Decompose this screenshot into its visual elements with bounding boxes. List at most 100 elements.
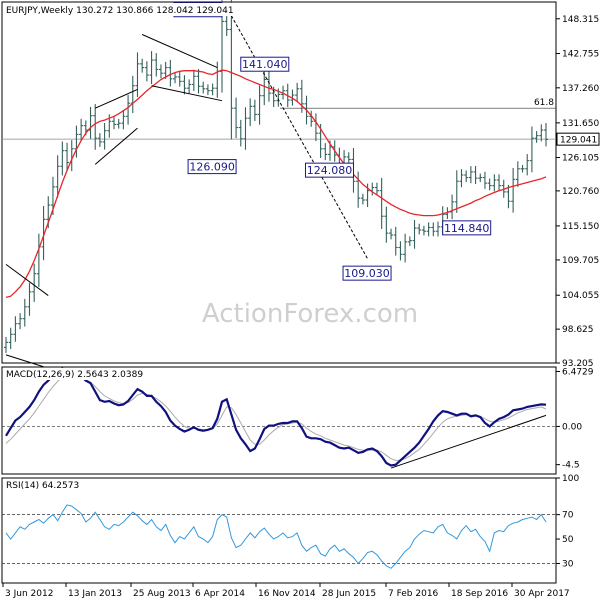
price-bar (487, 178, 492, 191)
price-bar (97, 133, 102, 147)
macd-y-tick-label: -4.5 (562, 461, 580, 471)
price-bar (257, 85, 262, 125)
rsi-y-tick-label: 30 (562, 559, 574, 569)
price-bar (18, 313, 23, 330)
price-bar (238, 119, 243, 147)
price-bar (36, 233, 41, 287)
price-bar (398, 241, 403, 261)
price-bar (323, 143, 328, 161)
macd-y-tick-label: 0.00 (562, 422, 582, 432)
price-bar (313, 113, 318, 142)
price-annotation-label: 109.030 (344, 267, 390, 280)
x-tick-label: 18 Sep 2016 (451, 589, 508, 599)
x-tick-label: 30 Apr 2017 (514, 589, 570, 599)
price-header-bg (3, 3, 255, 16)
price-bar (417, 223, 422, 235)
price-y-tick-label: 137.260 (562, 84, 599, 94)
x-tick-label: 28 Jun 2015 (322, 589, 376, 599)
rsi-line (5, 504, 547, 569)
price-annotation-label: 141.040 (242, 58, 288, 71)
macd-line (5, 367, 547, 467)
trendline (5, 263, 49, 296)
macd-panel-frame (1, 366, 557, 475)
x-tick-label: 6 Apr 2014 (195, 589, 245, 599)
price-bar (464, 170, 469, 183)
price-bar (173, 72, 178, 84)
price-bar (299, 79, 304, 113)
price-bar (168, 59, 173, 87)
price-bar (158, 64, 163, 79)
price-bar (379, 177, 384, 229)
price-annotation-label: 124.080 (307, 164, 353, 177)
price-bar (492, 174, 497, 192)
price-bar (346, 152, 351, 165)
price-bar (154, 53, 159, 77)
price-bar (421, 225, 426, 236)
price-bar (116, 118, 121, 129)
price-bar (436, 221, 440, 237)
price-bar (482, 171, 487, 189)
price-bar (191, 69, 196, 92)
rsi-y-tick-label: 100 (562, 474, 579, 484)
x-tick-label: 13 Jan 2013 (68, 589, 122, 599)
price-annotation-box (442, 220, 492, 236)
watermark: ActionForex.com (202, 299, 418, 329)
price-bar (511, 167, 516, 213)
price-bar (450, 194, 455, 220)
price-annotation-box (187, 159, 237, 175)
price-bar (473, 165, 478, 185)
price-bar (468, 166, 473, 184)
price-bar (55, 155, 60, 198)
trendline (95, 88, 138, 109)
rsi-header-text: RSI(14) 64.2573 (6, 481, 79, 491)
price-bar (210, 83, 215, 96)
price-panel-frame (1, 1, 557, 364)
price-bar (229, 0, 234, 140)
price-bar (224, 14, 229, 37)
rsi-y-tick-label: 70 (562, 511, 574, 521)
macd-y-tick-label: 6.4729 (562, 367, 594, 377)
price-bar (149, 51, 154, 85)
price-bar (8, 327, 13, 350)
price-bar (4, 336, 8, 353)
price-header-text: EURJPY,Weekly 130.272 130.866 128.042 12… (6, 6, 234, 16)
price-bar (243, 107, 248, 150)
dashed-trendline (230, 15, 369, 259)
price-bar (384, 206, 389, 243)
price-bar (360, 193, 365, 205)
fib-level-label: 61.8 (534, 98, 554, 108)
price-bar (534, 131, 539, 143)
price-bar (407, 236, 412, 247)
price-bar (295, 82, 300, 102)
price-y-tick-label: 120.760 (562, 187, 599, 197)
price-bar (201, 81, 206, 94)
price-annotation-label: 126.090 (189, 161, 235, 174)
price-bar (374, 182, 379, 196)
price-bar (520, 165, 525, 173)
price-y-tick-label: 142.755 (562, 50, 599, 60)
price-annotation-box (342, 265, 392, 281)
price-bar (60, 141, 65, 176)
x-tick-label: 3 Jun 2012 (5, 589, 53, 599)
macd-header-bg (3, 368, 155, 380)
price-annotation-box (240, 56, 290, 72)
price-bar (454, 170, 459, 213)
price-bar (356, 171, 361, 208)
price-bar (79, 118, 84, 142)
price-bar (389, 228, 394, 240)
price-bar (403, 233, 408, 263)
price-bar (431, 222, 436, 237)
x-tick-label: 7 Feb 2016 (388, 589, 439, 599)
price-bar (177, 71, 182, 87)
price-bar (27, 282, 32, 316)
trendline (141, 34, 218, 69)
price-bar (478, 173, 483, 183)
last-price-box (556, 132, 600, 146)
price-annotation-label: 114.840 (444, 222, 490, 235)
price-bar (266, 70, 271, 102)
price-y-tick-label: 131.650 (562, 119, 599, 129)
price-bar (187, 79, 192, 94)
price-bar (102, 122, 107, 150)
